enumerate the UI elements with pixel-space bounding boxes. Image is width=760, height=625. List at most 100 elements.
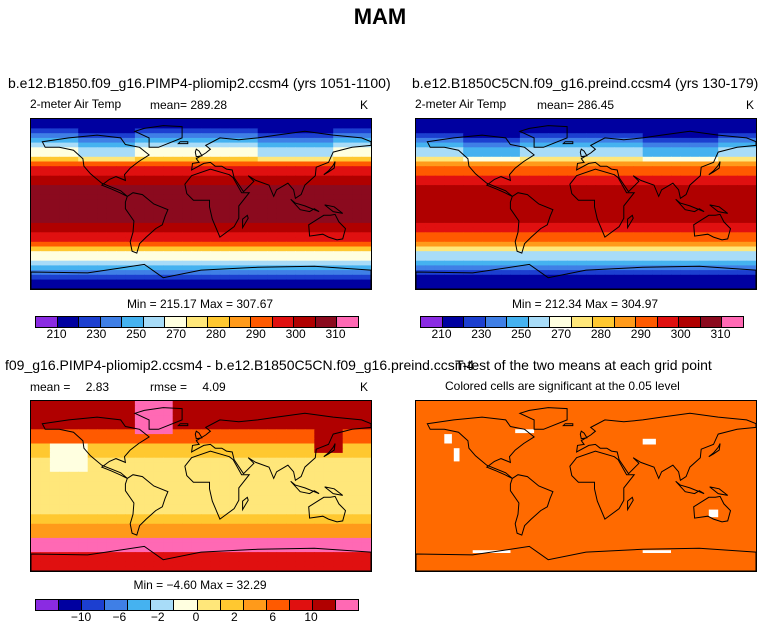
panel2-minmax: Min = 212.34 Max = 304.97 — [511, 297, 659, 311]
coastline-japan — [323, 161, 336, 176]
bar3-swatch — [59, 600, 83, 610]
panel4-subtitle: Colored cells are significant at the 0.0… — [445, 379, 680, 393]
bar1-swatch — [165, 317, 187, 327]
coastline-australia — [693, 495, 732, 523]
coastline-north-america — [426, 134, 535, 197]
coastline-south-america — [124, 192, 169, 254]
coastline-japan — [708, 161, 721, 176]
bar1-swatch — [79, 317, 101, 327]
ticks1-label: 250 — [126, 327, 147, 341]
bar2-swatch — [507, 317, 529, 327]
map3-svg — [31, 401, 371, 571]
coastline-eurasia — [575, 412, 756, 482]
coastline-eurasia — [190, 130, 371, 200]
panel2-colorbar — [420, 316, 744, 328]
ticks2-label: 250 — [511, 327, 532, 341]
ticks1-label: 300 — [285, 327, 306, 341]
panel3-title: f09_g16.PIMP4-pliomip2.ccsm4 - b.e12.B18… — [5, 357, 475, 373]
bar1-swatch — [294, 317, 316, 327]
bar2-swatch — [421, 317, 443, 327]
coastline-eurasia — [190, 412, 371, 482]
bar1-swatch — [36, 317, 58, 327]
panel2-mean-label: mean= — [537, 98, 575, 112]
coastline-eurasia — [575, 130, 756, 200]
coastline-greenland — [518, 125, 568, 148]
bar2-swatch — [528, 317, 551, 327]
ticks3-label: −10 — [70, 610, 92, 624]
panel2-mean: mean= 286.45 — [537, 98, 614, 112]
panel3-mean-value: 2.83 — [85, 380, 110, 394]
panel3-map — [30, 400, 372, 572]
coastline-indonesia — [290, 480, 320, 495]
panel3-colorbar — [35, 599, 359, 611]
panel3-rmse: rmse = 4.09 — [150, 380, 226, 394]
panel1-variable: 2-meter Air Temp — [30, 97, 122, 111]
panel2-mean-value: 286.45 — [577, 98, 615, 112]
coastline-africa — [184, 450, 251, 520]
coastline-north-america — [41, 134, 150, 197]
coastline-iceland — [177, 423, 189, 427]
coastline-madagascar — [627, 496, 634, 512]
bar2-swatch — [464, 317, 486, 327]
coastline-japan — [708, 443, 721, 458]
coastline-greenland — [133, 125, 183, 148]
bar2-swatch — [550, 317, 572, 327]
panel2-variable: 2-meter Air Temp — [415, 97, 507, 111]
coastline-new-guinea — [324, 486, 344, 496]
coastline-antarctica — [416, 545, 756, 571]
coastline-africa — [569, 450, 636, 520]
panel1-colorbar — [35, 316, 359, 328]
bar3-swatch — [312, 600, 337, 610]
bar1-swatch — [208, 317, 230, 327]
bar3-swatch — [197, 600, 221, 610]
bar2-swatch — [700, 317, 723, 327]
bar3-swatch — [266, 600, 290, 610]
bar2-swatch — [442, 317, 465, 327]
panel3-rmse-label: rmse = — [150, 380, 188, 394]
panel1-title: b.e12.B1850.f09_g16.PIMP4-pliomip2.ccsm4… — [8, 75, 391, 91]
bar2-swatch — [636, 317, 658, 327]
bar1-swatch — [229, 317, 252, 327]
ticks1-label: 290 — [245, 327, 266, 341]
coastline-north-america — [41, 416, 150, 479]
coastline-new-guinea — [709, 204, 729, 214]
panel2-units: K — [746, 98, 755, 112]
map4-svg — [416, 401, 756, 571]
panel2-title: b.e12.B1850C5CN.f09_g16.preind.ccsm4 (yr… — [412, 75, 759, 91]
bar1-swatch — [337, 317, 358, 327]
coastline-uk — [579, 148, 588, 158]
ticks2-label: 310 — [710, 327, 731, 341]
bar3-swatch — [82, 600, 106, 610]
ticks2-label: 270 — [551, 327, 572, 341]
coastline-uk — [579, 430, 588, 440]
coastline-indonesia — [290, 198, 320, 213]
bar1-swatch — [186, 317, 209, 327]
bar1-swatch — [272, 317, 295, 327]
coastline-australia — [693, 213, 732, 241]
coastline-africa — [184, 168, 251, 238]
bar3-swatch — [220, 600, 244, 610]
panel1-mean-value: 289.28 — [190, 98, 228, 112]
ticks2-label: 280 — [590, 327, 611, 341]
coastline-new-guinea — [324, 204, 344, 214]
coastline-north-america — [426, 416, 535, 479]
coastline-uk — [194, 430, 203, 440]
coastline-madagascar — [627, 214, 634, 230]
bar2-swatch — [614, 317, 637, 327]
coastline-south-america — [124, 474, 169, 536]
ticks1-label: 270 — [166, 327, 187, 341]
coastline-australia — [308, 213, 347, 241]
main-title: MAM — [353, 4, 407, 29]
coastline-australia — [308, 495, 347, 523]
bar3-swatch — [151, 600, 175, 610]
panel1-mean: mean= 289.28 — [150, 98, 227, 112]
bar1-swatch — [143, 317, 166, 327]
bar2-swatch — [657, 317, 680, 327]
ticks1-label: 310 — [325, 327, 346, 341]
coastline-south-america — [509, 474, 554, 536]
coastline-iceland — [562, 141, 574, 145]
coastline-indonesia — [675, 480, 705, 495]
panel1-minmax: Min = 215.17 Max = 307.67 — [126, 297, 274, 311]
panel2-map — [415, 118, 757, 290]
coastline-indonesia — [675, 198, 705, 213]
